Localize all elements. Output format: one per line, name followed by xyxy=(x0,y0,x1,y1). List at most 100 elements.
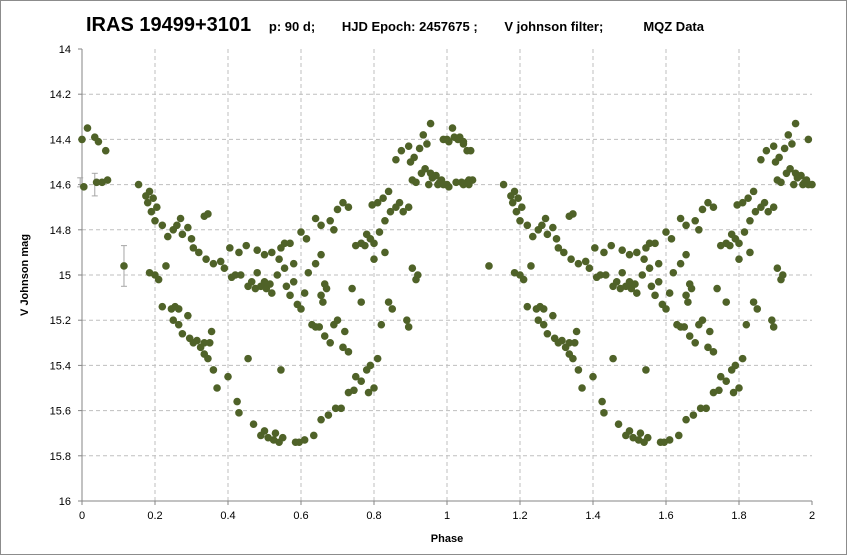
data-point xyxy=(424,180,433,189)
data-point xyxy=(685,332,694,340)
data-point xyxy=(749,187,758,196)
data-point xyxy=(134,180,143,189)
data-point xyxy=(351,372,360,381)
data-point xyxy=(153,203,161,211)
data-point xyxy=(311,259,320,268)
data-point xyxy=(375,228,384,236)
data-point xyxy=(403,316,411,325)
data-point xyxy=(174,305,183,313)
data-point xyxy=(344,203,353,211)
data-point xyxy=(361,241,369,250)
data-point xyxy=(404,142,413,150)
data-point xyxy=(317,291,325,300)
data-point xyxy=(691,216,699,225)
data-point xyxy=(404,203,413,211)
data-point xyxy=(145,187,154,196)
data-point xyxy=(746,216,754,225)
data-point xyxy=(184,311,192,320)
data-point xyxy=(207,327,216,336)
data-points xyxy=(78,119,816,447)
data-point xyxy=(633,248,641,257)
data-point xyxy=(320,280,329,288)
data-point xyxy=(193,336,201,345)
data-point xyxy=(716,372,725,381)
data-point xyxy=(213,384,221,392)
data-point xyxy=(510,187,519,196)
data-point xyxy=(331,404,340,413)
data-point xyxy=(680,323,689,331)
data-point xyxy=(275,255,283,263)
y-tick-label: 14.6 xyxy=(50,180,71,192)
data-point xyxy=(569,210,577,218)
data-point xyxy=(773,264,782,273)
data-point xyxy=(397,146,406,155)
data-point xyxy=(769,142,778,150)
data-point xyxy=(647,282,656,291)
data-point xyxy=(233,397,241,406)
x-tick-label: 0.6 xyxy=(293,510,308,522)
data-point xyxy=(326,216,335,225)
data-point xyxy=(757,155,765,164)
data-point xyxy=(266,280,274,288)
data-point xyxy=(543,230,552,239)
data-point xyxy=(600,248,608,257)
data-point xyxy=(415,144,424,153)
data-point xyxy=(220,264,229,273)
data-point xyxy=(684,298,692,306)
data-point xyxy=(388,305,397,313)
data-point xyxy=(485,262,493,270)
data-point xyxy=(574,259,583,268)
data-point xyxy=(216,257,225,266)
data-point xyxy=(698,205,707,214)
data-point xyxy=(746,248,754,257)
data-point xyxy=(247,277,256,286)
data-point xyxy=(735,255,743,263)
data-point xyxy=(333,316,342,325)
data-point xyxy=(158,221,167,230)
data-point xyxy=(421,164,429,173)
data-point xyxy=(633,289,641,297)
data-point xyxy=(178,230,187,239)
x-tick-label: 1.8 xyxy=(731,510,746,522)
data-point xyxy=(280,264,289,273)
data-point xyxy=(399,207,408,216)
data-point xyxy=(319,298,327,306)
data-point xyxy=(209,366,218,374)
data-point xyxy=(253,246,261,254)
data-point xyxy=(339,198,347,207)
data-point xyxy=(715,386,723,395)
data-point xyxy=(682,221,690,230)
data-point xyxy=(414,271,422,279)
data-point xyxy=(373,198,382,207)
data-point xyxy=(103,176,112,184)
data-point xyxy=(235,248,243,257)
data-point xyxy=(370,239,378,248)
data-point xyxy=(277,366,285,374)
data-point xyxy=(682,415,690,424)
data-point xyxy=(205,339,214,347)
x-tick-label: 2 xyxy=(809,510,815,522)
data-point xyxy=(722,377,731,386)
data-point xyxy=(689,411,698,419)
data-point xyxy=(760,198,769,207)
data-point xyxy=(667,235,676,243)
data-point xyxy=(560,248,568,257)
data-point xyxy=(643,433,652,442)
data-point xyxy=(278,433,287,442)
data-point xyxy=(260,427,269,435)
x-tick-label: 1 xyxy=(444,510,450,522)
data-point xyxy=(448,124,457,132)
title-period: p: 90 d; xyxy=(268,19,316,34)
y-tick-label: 15.2 xyxy=(50,315,71,327)
data-point xyxy=(570,339,579,347)
data-point xyxy=(195,248,203,257)
data-point xyxy=(709,203,718,211)
data-point xyxy=(541,214,550,223)
data-point xyxy=(341,327,349,336)
data-point xyxy=(202,255,210,263)
data-point xyxy=(379,194,387,202)
data-point xyxy=(120,262,128,270)
data-point xyxy=(516,216,524,225)
data-point xyxy=(528,232,537,241)
data-point xyxy=(158,302,167,311)
